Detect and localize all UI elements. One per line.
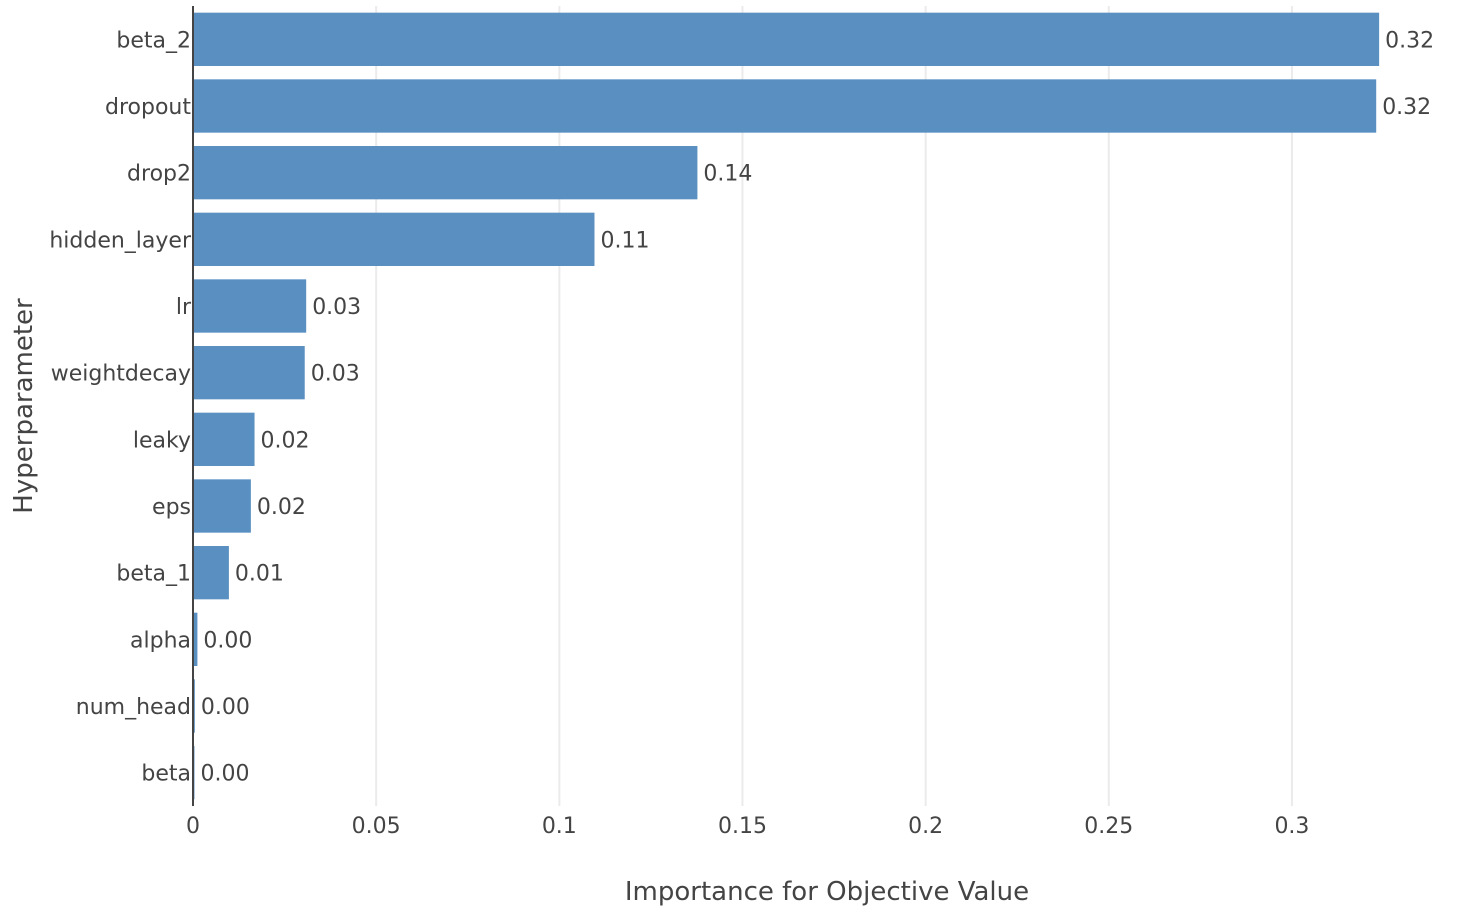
bar xyxy=(193,279,307,333)
bar-value-label: 0.03 xyxy=(312,295,361,320)
x-tick-label: 0.15 xyxy=(718,814,767,839)
y-category-label: lr xyxy=(176,295,192,320)
x-tick-label: 0.25 xyxy=(1084,814,1133,839)
bar xyxy=(193,479,251,533)
bar-value-label: 0.02 xyxy=(257,495,306,520)
x-axis-title: Importance for Objective Value xyxy=(625,877,1029,907)
bar-value-label: 0.14 xyxy=(703,162,752,187)
bar xyxy=(193,146,698,200)
y-category-label: beta xyxy=(141,762,191,787)
x-tick-label: 0.05 xyxy=(352,814,401,839)
bar xyxy=(193,412,255,466)
x-tick-label: 0.1 xyxy=(542,814,577,839)
bar-value-label: 0.32 xyxy=(1385,28,1434,53)
bar-value-label: 0.00 xyxy=(203,628,252,653)
y-category-label: leaky xyxy=(133,428,191,453)
y-category-label: beta_2 xyxy=(116,28,191,53)
bar-value-label: 0.01 xyxy=(235,562,284,587)
bar-value-label: 0.32 xyxy=(1382,95,1431,120)
grid-layer xyxy=(375,6,1293,806)
bar-value-label: 0.00 xyxy=(201,695,250,720)
y-category-label: alpha xyxy=(130,628,191,653)
bar xyxy=(193,546,229,600)
bar-value-label: 0.00 xyxy=(200,762,249,787)
x-tick-label: 0.2 xyxy=(908,814,943,839)
y-category-label: num_head xyxy=(76,695,191,720)
bar-value-label: 0.11 xyxy=(600,228,649,253)
x-tick-label: 0 xyxy=(186,814,200,839)
y-category-label: weightdecay xyxy=(51,362,191,387)
bars-layer xyxy=(193,12,1380,800)
x-tick-label: 0.3 xyxy=(1274,814,1309,839)
y-category-label: beta_1 xyxy=(116,562,191,587)
bar xyxy=(193,612,198,666)
bar xyxy=(193,212,595,266)
y-axis-title: Hyperparameter xyxy=(9,298,39,514)
y-category-label: drop2 xyxy=(127,162,191,187)
y-category-label: dropout xyxy=(105,95,191,120)
y-category-label: hidden_layer xyxy=(49,228,192,253)
bar xyxy=(193,12,1380,66)
labels-layer: 0 0.05 0.1 0.15 0.2 0.25 0.3 beta_2 0.32 dropout 0… xyxy=(49,28,1434,839)
bar xyxy=(193,79,1377,133)
y-category-label: eps xyxy=(152,495,191,520)
bar-value-label: 0.02 xyxy=(261,428,310,453)
bar xyxy=(193,346,305,400)
bar-value-label: 0.03 xyxy=(311,362,360,387)
